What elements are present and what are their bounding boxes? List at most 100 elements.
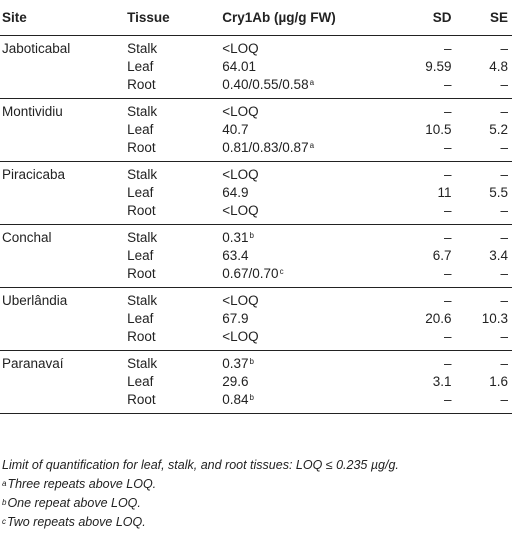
cell-concentration: <LOQ [222,202,389,225]
table-row: Leaf 67.9 20.6 10.3 [0,310,512,328]
concentration-value: <LOQ [222,329,259,344]
cell-site [0,391,128,414]
footnote-a-mark: a [2,479,7,488]
cell-sd: – [443,104,452,119]
cell-concentration: 64.9 [222,184,388,202]
cell-tissue: Leaf [127,248,154,263]
site-group: Paranavaí Stalk 0.37b – – Leaf 29.6 3.1 1.6 Root 0… [0,351,512,414]
concentration-value: 0.84 [222,392,249,407]
footnote-b-text: One repeat above LOQ. [7,496,141,510]
header-se: SE [451,3,512,36]
site-group: Uberlândia Stalk <LOQ – – Leaf 67.9 20.6 10.3 Roo… [0,288,512,351]
cell-se: 1.6 [489,374,508,389]
cell-sd: – [388,76,452,99]
concentration-value: 67.9 [222,311,249,326]
table-row: Paranavaí Stalk 0.37b – – [0,351,512,374]
concentration-value: <LOQ [222,293,259,308]
cell-sd: – [443,167,452,182]
concentration-value: <LOQ [222,167,259,182]
footnote-b: bOne repeat above LOQ. [2,494,510,513]
table-row: Leaf 63.4 6.7 3.4 [0,247,512,265]
footnote-marker: c [279,267,284,276]
cell-site: Paranavaí [2,356,64,371]
cell-tissue: Stalk [127,167,158,182]
cell-sd: – [388,328,452,351]
cell-site: Conchal [2,230,52,245]
footnote-marker: b [249,357,254,366]
footnote-loq: Limit of quantification for leaf, stalk,… [2,458,399,472]
header-site: Site [0,3,128,36]
cell-se: – [451,139,512,162]
cell-se: – [500,356,508,371]
cell-se: 5.5 [489,185,508,200]
table-row: Piracicaba Stalk <LOQ – – [0,162,512,185]
table-row: Uberlândia Stalk <LOQ – – [0,288,512,311]
cell-site [0,184,127,202]
cell-concentration: <LOQ [222,36,388,59]
cell-se: – [451,328,512,351]
concentration-value: 63.4 [222,248,249,263]
cell-tissue: Root [127,391,223,414]
concentration-value: 0.67/0.70 [222,266,279,281]
site-group: Piracicaba Stalk <LOQ – – Leaf 64.9 11 5.5 Root <L… [0,162,512,225]
cell-sd: 10.5 [425,122,452,137]
cell-site: Uberlândia [2,293,68,308]
cell-se: – [500,230,508,245]
cell-concentration: 0.31b [222,225,388,248]
cell-concentration: 29.6 [222,373,388,391]
table-row: Root 0.67/0.70c – – [0,265,512,288]
table-row: Jaboticabal Stalk <LOQ – – [0,36,512,59]
footnote-marker: a [309,78,315,87]
cell-sd: – [388,391,452,414]
concentration-value: 0.37 [222,356,249,371]
cell-concentration: 0.67/0.70c [222,265,389,288]
cell-se: – [500,293,508,308]
cell-sd: – [443,230,452,245]
cell-concentration: 0.40/0.55/0.58a [222,76,389,99]
concentration-value: 40.7 [222,122,249,137]
cell-site [0,247,127,265]
concentration-value: <LOQ [222,104,259,119]
cell-concentration: 64.01 [222,58,388,76]
cell-se: 4.8 [489,59,508,74]
cell-sd: 6.7 [432,248,452,263]
cell-tissue: Root [127,202,223,225]
header-tissue: Tissue [127,3,223,36]
table-row: Leaf 40.7 10.5 5.2 [0,121,512,139]
cell-se: – [451,202,512,225]
cell-concentration: 0.37b [222,351,388,374]
cell-sd: 11 [437,185,452,200]
cell-tissue: Stalk [127,356,158,371]
cell-tissue: Stalk [127,230,158,245]
cell-site [0,310,127,328]
cell-site [0,58,127,76]
table-header: Site Tissue Cry1Ab (µg/g FW) SD SE [0,3,512,36]
cell-tissue: Stalk [127,104,158,119]
cell-concentration: 63.4 [222,247,388,265]
cell-concentration: 0.84b [222,391,389,414]
table-row: Conchal Stalk 0.31b – – [0,225,512,248]
table-row: Root 0.40/0.55/0.58a – – [0,76,512,99]
footnote-a-text: Three repeats above LOQ. [7,477,157,491]
concentration-value: 0.31 [222,230,249,245]
cell-tissue: Root [127,265,223,288]
cell-site: Jaboticabal [2,41,71,56]
cell-se: 10.3 [481,311,508,326]
cell-sd: – [443,41,452,56]
cell-sd: – [443,293,452,308]
cell-concentration: <LOQ [222,162,388,185]
site-group: Jaboticabal Stalk <LOQ – – Leaf 64.01 9.59 4.8 Ro… [0,36,512,99]
cell-site [0,373,127,391]
table-row: Root <LOQ – – [0,202,512,225]
table-row: Leaf 64.01 9.59 4.8 [0,58,512,76]
cell-se: – [500,41,508,56]
footnote-b-mark: b [2,498,7,507]
cell-se: – [500,104,508,119]
cell-tissue: Root [127,139,223,162]
cell-se: – [451,76,512,99]
footnote-c-mark: c [2,517,6,526]
footnote-marker: b [249,393,254,402]
footnote-a: aThree repeats above LOQ. [2,475,510,494]
cell-tissue: Leaf [127,185,154,200]
